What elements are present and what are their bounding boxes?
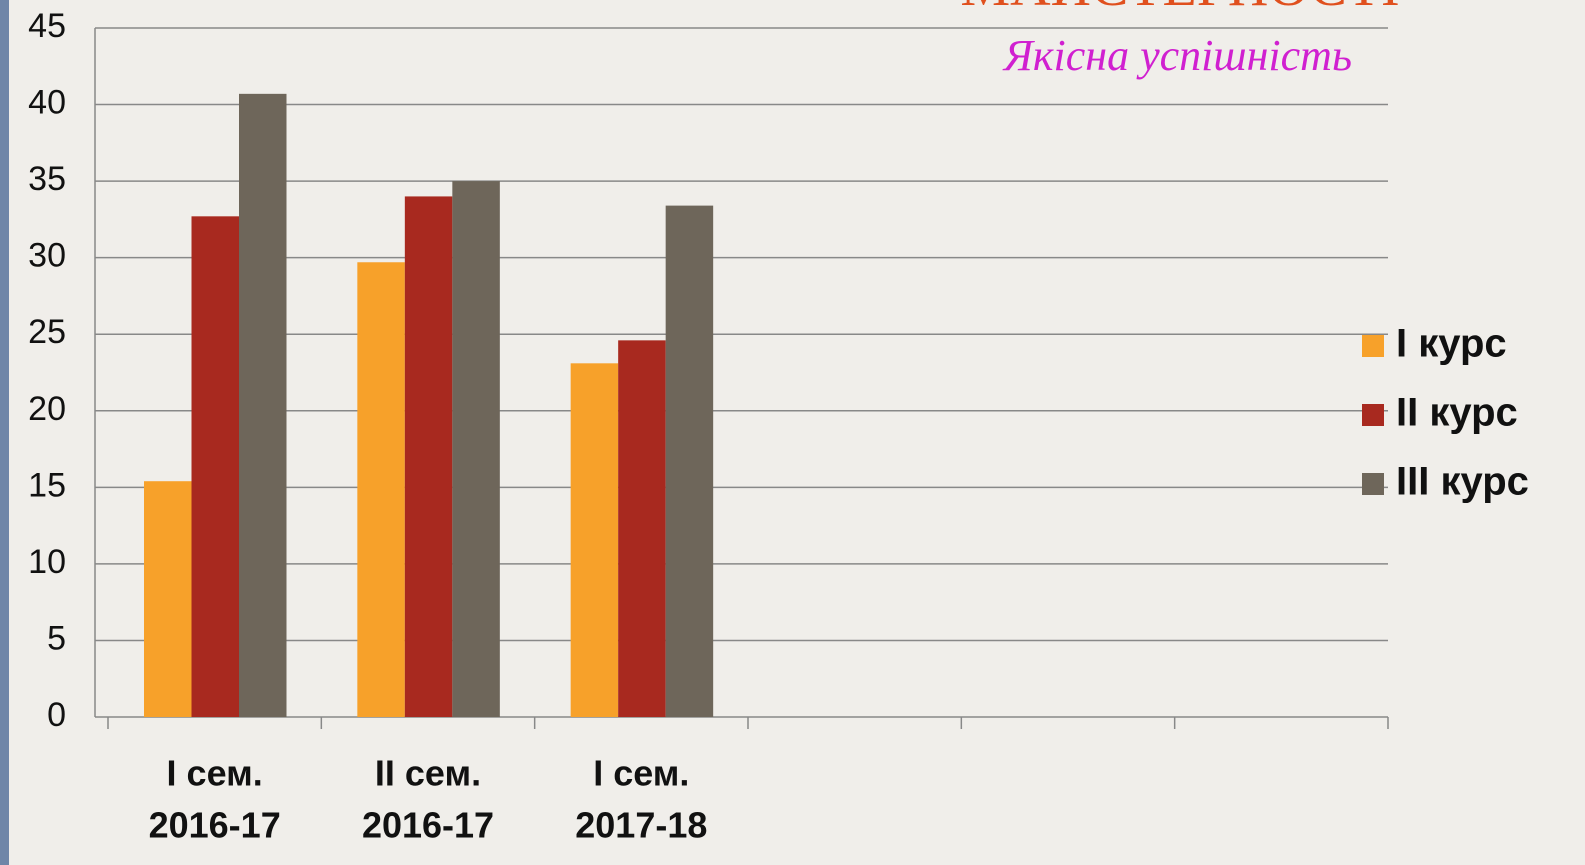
y-tick-label: 45 xyxy=(28,7,66,45)
bar xyxy=(618,340,666,717)
legend-label: ІІ курс xyxy=(1396,391,1518,435)
y-tick-label: 40 xyxy=(28,84,66,122)
x-tick-label: ІІ сем. xyxy=(375,753,481,794)
y-tick-label: 10 xyxy=(28,543,66,581)
bar xyxy=(191,216,239,717)
bar xyxy=(357,262,405,717)
bar xyxy=(570,363,619,717)
bar xyxy=(452,181,500,718)
bar xyxy=(144,481,192,717)
x-tick-label: І сем. xyxy=(167,753,263,794)
legend-swatch xyxy=(1362,404,1384,426)
x-tick-label: 2016-17 xyxy=(362,805,494,846)
y-tick-label: 30 xyxy=(28,237,66,275)
x-tick-label: І сем. xyxy=(593,753,689,794)
left-strip xyxy=(0,0,9,865)
y-tick-label: 35 xyxy=(28,160,66,198)
x-tick-label: 2016-17 xyxy=(149,805,281,846)
y-tick-label: 15 xyxy=(28,466,66,504)
x-tick-label: 2017-18 xyxy=(575,805,707,846)
chart-subtitle: Якісна успішність xyxy=(1002,31,1352,80)
legend-label: ІІІ курс xyxy=(1396,460,1529,504)
legend-label: І курс xyxy=(1396,322,1507,366)
y-tick-label: 20 xyxy=(28,390,66,428)
bar xyxy=(404,196,453,717)
legend-swatch xyxy=(1362,335,1384,357)
y-tick-label: 25 xyxy=(28,313,66,351)
legend-swatch xyxy=(1362,473,1384,495)
y-tick-label: 5 xyxy=(47,619,66,657)
bar xyxy=(665,205,714,717)
bar xyxy=(239,93,287,718)
chart-title: МАЙСТЕРНОСТІ xyxy=(960,0,1399,18)
y-tick-label: 0 xyxy=(47,696,66,734)
